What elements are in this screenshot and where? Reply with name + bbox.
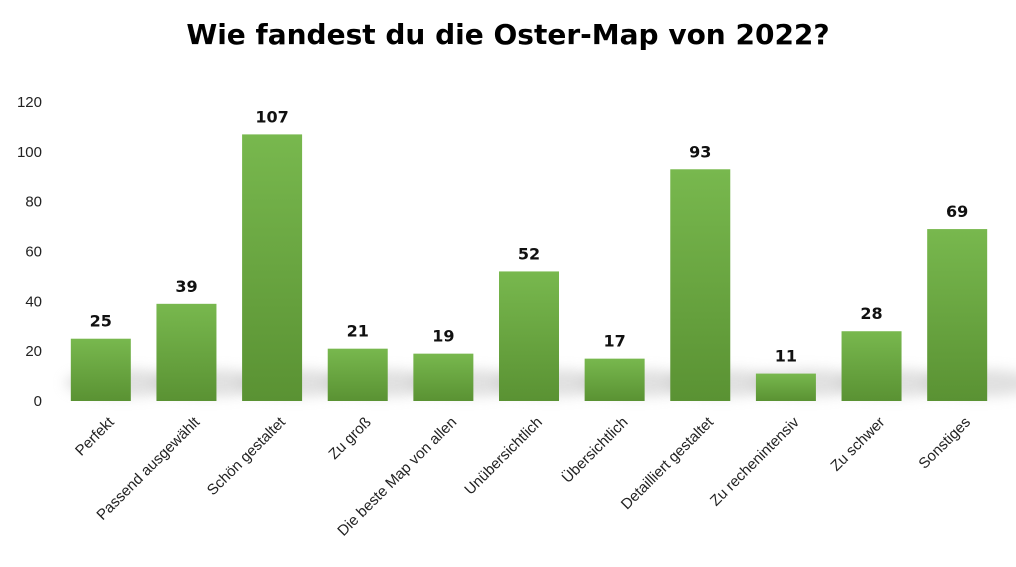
- data-label: 25: [90, 312, 112, 331]
- bar: [156, 303, 217, 401]
- bar: [670, 169, 731, 401]
- y-tick-label: 120: [17, 94, 42, 111]
- chart-title: Wie fandest du die Oster-Map von 2022?: [186, 18, 830, 51]
- bar: [755, 373, 816, 401]
- y-axis: 0 20 40 60 80 100 120: [17, 94, 42, 410]
- y-tick-label: 60: [25, 244, 42, 261]
- y-tick-label: 20: [25, 343, 42, 360]
- category-label: Übersichtlich: [558, 413, 631, 486]
- data-label: 52: [518, 244, 540, 263]
- category-label: Schön gestaltet: [204, 413, 290, 499]
- data-label: 21: [347, 322, 369, 341]
- data-label: 107: [255, 107, 288, 126]
- y-tick-label: 40: [25, 293, 42, 310]
- data-label: 28: [860, 304, 882, 323]
- bar: [70, 338, 131, 401]
- bar: [242, 134, 303, 401]
- category-label: Zu schwer: [827, 414, 888, 475]
- y-tick-label: 0: [34, 393, 42, 410]
- bar: [413, 353, 474, 401]
- y-tick-label: 100: [17, 144, 42, 161]
- y-tick-label: 80: [25, 194, 42, 211]
- bar: [584, 358, 645, 401]
- bar: [327, 348, 388, 401]
- data-label: 17: [604, 332, 626, 351]
- data-label: 39: [175, 277, 197, 296]
- data-label: 11: [775, 347, 797, 366]
- bar: [841, 331, 902, 401]
- bars: [70, 134, 988, 401]
- data-label: 19: [432, 327, 454, 346]
- data-label: 69: [946, 202, 968, 221]
- data-labels: 25 39 107 21 19 52 17 93 11 28 69: [90, 107, 969, 365]
- bar: [499, 271, 559, 401]
- category-label: Unübersichtlich: [461, 414, 546, 499]
- category-label: Detailliert gestaltet: [618, 413, 718, 513]
- category-label: Zu groß: [325, 414, 374, 463]
- category-label: Perfekt: [72, 413, 118, 459]
- bar: [927, 229, 988, 401]
- category-label: Zu rechenintensiv: [707, 413, 803, 509]
- data-label: 93: [689, 142, 711, 161]
- category-label: Sonstiges: [915, 414, 974, 473]
